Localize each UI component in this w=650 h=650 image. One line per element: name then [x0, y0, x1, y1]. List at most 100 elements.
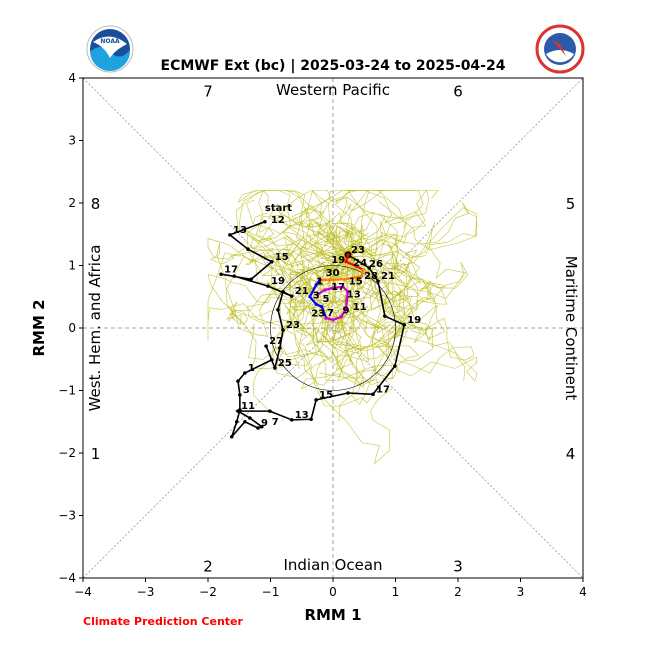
- x-tick-label: 2: [454, 585, 462, 599]
- region-western-pacific: Western Pacific: [276, 81, 390, 99]
- y-tick-label: 1: [68, 259, 76, 273]
- ensemble-member-line: [250, 237, 360, 370]
- y-tick-label: 3: [68, 134, 76, 148]
- diagonal-line: [83, 78, 583, 578]
- noaa-logo: NOAA: [86, 25, 134, 73]
- chart-title: ECMWF Ext (bc) | 2025-03-24 to 2025-04-2…: [161, 58, 506, 74]
- forecast-date-label: 7: [327, 308, 334, 319]
- observed-point: [309, 417, 313, 422]
- y-tick-label: −4: [58, 571, 76, 585]
- footer-credit: Climate Prediction Center: [83, 615, 243, 628]
- observed-point: [268, 409, 272, 413]
- observed-point: [236, 379, 240, 383]
- forecast-point: [360, 274, 364, 278]
- ensemble-member-line: [247, 190, 349, 277]
- observed-point: [289, 294, 294, 298]
- ensemble-member-line: [323, 190, 427, 256]
- forecast-path-week4: [317, 285, 350, 322]
- forecast-point: [344, 260, 348, 264]
- observed-point: [276, 308, 280, 312]
- forecast-point: [346, 253, 350, 257]
- forecast-date-label: 30: [326, 268, 340, 279]
- forecast-date-label: 24: [353, 258, 367, 269]
- forecast-point: [354, 264, 358, 268]
- x-tick-label: 1: [392, 585, 400, 599]
- observed-point: [256, 426, 260, 430]
- x-tick-label: −2: [199, 585, 217, 599]
- forecast-date-label: 15: [349, 277, 363, 288]
- phase-label-2: 2: [203, 558, 213, 576]
- observed-point: [314, 398, 318, 402]
- forecast-point: [314, 302, 318, 306]
- noaa-logo-text: NOAA: [100, 38, 120, 45]
- region-indian-ocean: Indian Ocean: [283, 556, 382, 574]
- ensemble-member-line: [274, 254, 389, 346]
- forecast-point: [345, 298, 349, 302]
- observed-point: [248, 416, 252, 420]
- observed-date-label: 13: [295, 410, 309, 421]
- forecast-point: [361, 268, 365, 272]
- observed-point: [232, 274, 237, 278]
- observed-point: [269, 358, 274, 362]
- ensemble-member-line: [300, 230, 365, 389]
- phase-label-6: 6: [453, 83, 463, 101]
- observed-point: [236, 409, 240, 413]
- ensemble-member-line: [337, 226, 446, 329]
- y-tick-label: 2: [68, 196, 76, 210]
- observed-point: [228, 233, 232, 237]
- observed-date-label: 7: [272, 417, 279, 428]
- y-tick-label: 0: [68, 321, 76, 335]
- observed-point: [371, 392, 375, 397]
- phase-label-8: 8: [91, 195, 101, 213]
- observed-date-label: 19: [407, 315, 421, 326]
- forecast-date-label: 26: [369, 259, 383, 270]
- observed-point: [229, 434, 234, 439]
- observed-point: [383, 314, 387, 318]
- amplitude-circle: [270, 265, 396, 391]
- phase-label-1: 1: [91, 445, 101, 463]
- observed-point: [263, 219, 267, 224]
- observed-point: [281, 289, 285, 294]
- x-tick-label: −1: [262, 585, 280, 599]
- observed-point: [243, 371, 247, 375]
- forecast-path-week1: [344, 254, 364, 271]
- nws-logo: [535, 24, 585, 74]
- ensemble-member-line: [235, 190, 349, 256]
- x-tick-label: 4: [579, 585, 587, 599]
- forecast-point: [324, 316, 328, 320]
- start-label: start: [265, 203, 292, 214]
- observed-point: [269, 259, 274, 264]
- forecast-point: [316, 292, 320, 296]
- observed-date-label: 27: [269, 336, 283, 347]
- observed-date-label: 17: [376, 384, 390, 395]
- y-axis-label: RMM 2: [30, 299, 48, 356]
- observed-date-label: 17: [224, 264, 238, 275]
- ensemble-member-line: [268, 189, 388, 270]
- observed-point: [281, 328, 285, 332]
- region-maritime-continent: Maritime Continent: [562, 256, 580, 401]
- x-tick-label: −3: [137, 585, 155, 599]
- observed-date-label: 1: [248, 363, 255, 374]
- ensemble-member-line: [327, 254, 466, 384]
- forecast-point: [308, 295, 312, 299]
- forecast-point: [331, 318, 335, 322]
- region-west-hem-africa: West. Hem. and Africa: [86, 245, 104, 412]
- y-tick-label: −2: [58, 446, 76, 460]
- forecast-point: [339, 315, 343, 319]
- observed-point: [346, 391, 350, 395]
- ensemble-member-line: [266, 254, 355, 368]
- forecast-date-label: 13: [347, 289, 361, 300]
- observed-point: [259, 424, 264, 429]
- observed-point: [238, 393, 242, 397]
- x-tick-label: 3: [517, 585, 525, 599]
- observed-date-label: 23: [286, 320, 300, 331]
- forecast-point: [343, 277, 347, 281]
- y-tick-label: −1: [58, 384, 76, 398]
- ensemble-member-line: [313, 254, 408, 358]
- observed-point: [246, 247, 250, 252]
- observed-point: [289, 418, 294, 422]
- observed-point: [264, 344, 268, 348]
